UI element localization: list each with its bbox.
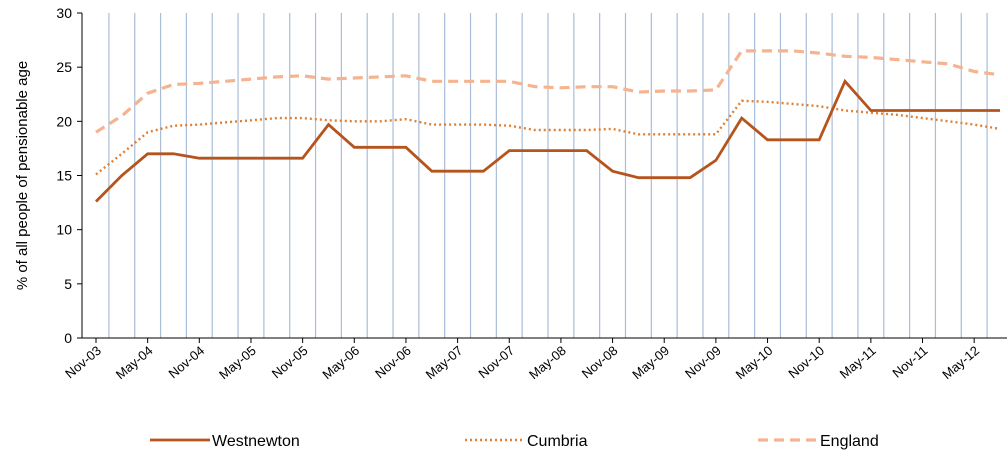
legend-label-westnewton: Westnewton xyxy=(212,433,300,450)
series-line-england xyxy=(95,49,1001,134)
x-tick-label: May-12 xyxy=(939,343,982,382)
y-tick-label: 30 xyxy=(56,5,72,21)
y-tick-label: 10 xyxy=(56,222,72,238)
y-tick-label: 0 xyxy=(64,330,72,346)
x-tick-label: May-07 xyxy=(423,343,466,382)
x-tick-label: May-04 xyxy=(113,343,156,382)
x-tick-label: May-09 xyxy=(629,343,672,382)
x-tick-label: Nov-10 xyxy=(785,343,827,381)
y-tick-label: 5 xyxy=(64,276,72,292)
legend-label-england: England xyxy=(820,433,879,450)
x-tick-label: May-05 xyxy=(216,343,259,382)
gridlines xyxy=(108,13,988,338)
x-tick-label: Nov-11 xyxy=(889,343,930,381)
x-tick-label: Nov-06 xyxy=(372,343,414,381)
x-tick-label: May-10 xyxy=(733,343,776,382)
x-tick-label: Nov-05 xyxy=(269,343,311,381)
y-axis-ticks: 0 5 10 15 20 25 30 xyxy=(56,5,82,346)
series-lines xyxy=(95,49,1001,203)
series-line-westnewton xyxy=(95,78,1000,203)
y-tick-label: 25 xyxy=(56,59,72,75)
y-axis-label: % of all people of pensionable age xyxy=(14,61,31,290)
x-tick-label: May-08 xyxy=(526,343,569,382)
x-axis-ticks: Nov-03 May-04 Nov-04 May-05 Nov-05 May-06 Nov-… xyxy=(62,338,982,382)
legend-label-cumbria: Cumbria xyxy=(527,433,588,450)
x-tick-label: Nov-04 xyxy=(165,343,207,381)
series-line-cumbria xyxy=(95,99,1001,176)
x-tick-label: Nov-07 xyxy=(475,343,517,381)
x-tick-label: May-06 xyxy=(319,343,362,382)
x-tick-label: May-11 xyxy=(837,343,879,382)
x-tick-label: Nov-03 xyxy=(62,343,104,381)
y-tick-label: 15 xyxy=(56,168,72,184)
y-tick-label: 20 xyxy=(56,113,72,129)
legend: Westnewton Cumbria England xyxy=(150,433,879,450)
x-tick-label: Nov-09 xyxy=(682,343,724,381)
axes xyxy=(81,13,1007,339)
x-tick-label: Nov-08 xyxy=(579,343,621,381)
